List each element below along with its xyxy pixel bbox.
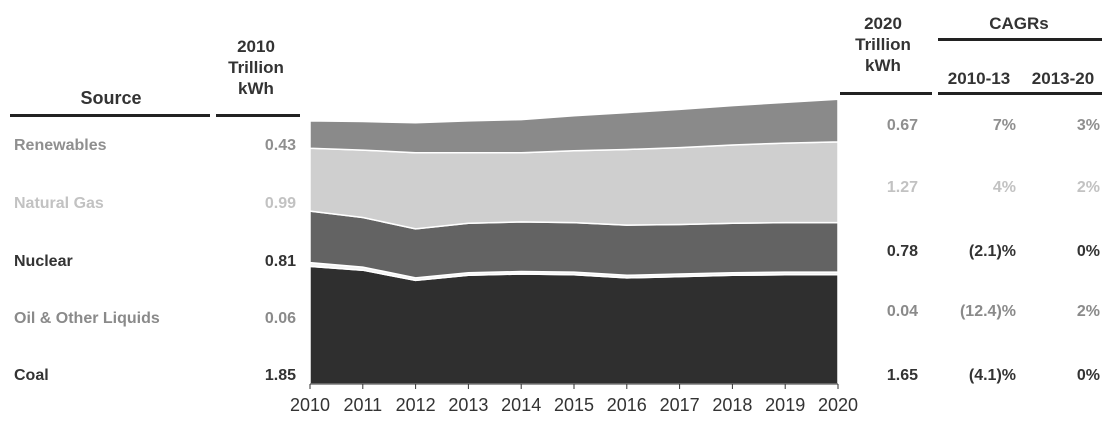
x-tick-label: 2011 — [343, 395, 382, 415]
header-2010-line3: kWh — [238, 79, 274, 98]
row-cagr-2010-13: (12.4)% — [959, 303, 1016, 320]
row-value-2020: 1.65 — [886, 367, 918, 384]
cagrs-header-rule — [938, 38, 1102, 41]
header-cagr-2013-20: 2013-20 — [1031, 69, 1095, 88]
row-value-2020: 0.04 — [886, 303, 918, 320]
x-axis-ticks: 2010 2011 2012 2013 2014 2015 2016 2017 2018 2019… — [290, 384, 858, 415]
x-tick-label: 2020 — [818, 395, 858, 415]
x-tick-label: 2014 — [501, 395, 541, 415]
row-value-2010: 0.06 — [264, 310, 296, 327]
row-source-label: Nuclear — [14, 253, 73, 270]
header-cagrs: CAGRs — [989, 14, 1049, 33]
header-cagr-2010-13: 2010-13 — [947, 69, 1011, 88]
row-cagr-2010-13: 7% — [992, 117, 1016, 134]
header-2020-rule — [840, 92, 932, 95]
area-natural-gas — [309, 141, 839, 230]
row-value-2010: 0.99 — [264, 195, 296, 212]
x-tick-label: 2016 — [607, 395, 647, 415]
x-tick-label: 2012 — [396, 395, 436, 415]
row-source-label: Natural Gas — [14, 195, 104, 212]
header-2020-line1: 2020 — [864, 14, 902, 33]
header-2010-line1: 2010 — [237, 37, 275, 56]
row-value-2010: 1.85 — [264, 367, 296, 384]
header-2020-line2: Trillion — [855, 35, 911, 54]
x-tick-label: 2018 — [712, 395, 752, 415]
x-tick-label: 2019 — [765, 395, 805, 415]
x-tick-label: 2017 — [660, 395, 700, 415]
header-2010-rule — [216, 114, 300, 117]
chart-areas — [309, 98, 839, 385]
row-cagr-2013-20: 2% — [1076, 303, 1100, 320]
row-source-label: Coal — [14, 367, 49, 384]
header-2010-line2: Trillion — [228, 58, 284, 77]
row-cagr-2010-13: (2.1)% — [968, 243, 1016, 260]
row-value-2010: 0.81 — [264, 253, 296, 270]
row-cagr-2010-13: 4% — [992, 179, 1016, 196]
row-cagr-2010-13: (4.1)% — [968, 367, 1016, 384]
x-tick-label: 2010 — [290, 395, 330, 415]
header-2010: 2010 Trillion kWh — [214, 36, 298, 99]
row-value-2020: 0.67 — [886, 117, 918, 134]
header-2020-line3: kWh — [865, 56, 901, 75]
row-value-2020: 1.27 — [886, 179, 918, 196]
row-cagr-2013-20: 3% — [1076, 117, 1100, 134]
row-cagr-2013-20: 0% — [1076, 243, 1100, 260]
cagr-subheader-rule — [938, 92, 1102, 95]
x-tick-label: 2013 — [448, 395, 488, 415]
row-source-label: Renewables — [14, 137, 107, 154]
header-2020: 2020 Trillion kWh — [838, 13, 928, 76]
area-coal — [309, 265, 839, 385]
row-value-2010: 0.43 — [264, 137, 296, 154]
row-value-2020: 0.78 — [886, 243, 918, 260]
source-header-rule — [10, 114, 210, 117]
row-source-label: Oil & Other Liquids — [14, 310, 160, 327]
row-cagr-2013-20: 0% — [1076, 367, 1100, 384]
area-renewables — [309, 98, 839, 154]
x-tick-label: 2015 — [554, 395, 594, 415]
row-cagr-2013-20: 2% — [1076, 179, 1100, 196]
header-source: Source — [80, 88, 142, 108]
